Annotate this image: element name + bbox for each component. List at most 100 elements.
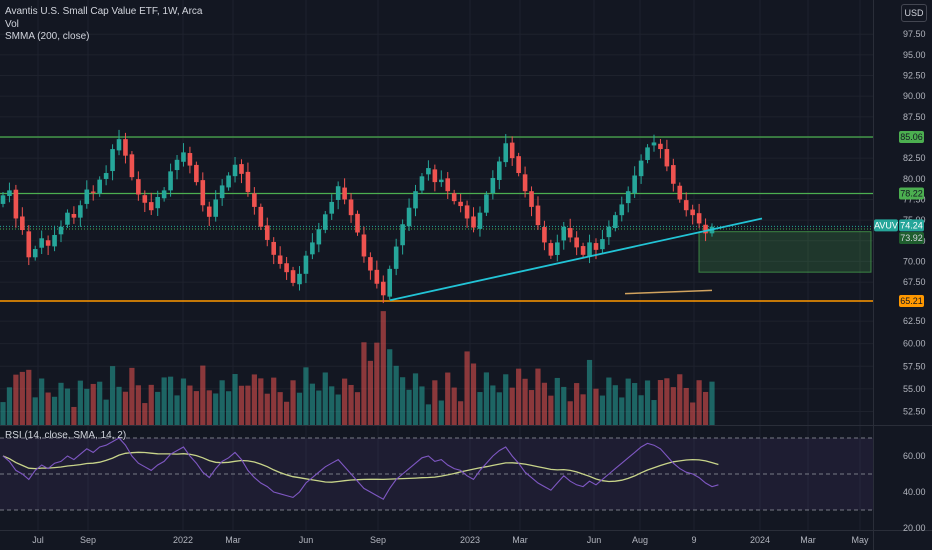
candle-body [90,191,96,193]
time-tick-label: 2023 [460,535,480,545]
candle-body [26,231,32,258]
volume-bar [90,383,96,425]
volume-bar [683,387,689,425]
volume-bar [586,359,593,425]
volume-bar [309,383,315,425]
candle-body [284,263,289,273]
volume-bar [599,395,606,425]
trendline[interactable] [389,217,763,302]
volume-bar [277,392,283,425]
volume-bar [541,382,548,425]
candle-body [316,229,322,245]
candle-body [632,175,637,194]
price-tick-label: 80.00 [903,174,926,184]
candle-body [509,142,515,159]
candle-body [380,281,386,296]
rsi-tick-label: 20.00 [903,523,926,533]
volume-bar [580,394,586,425]
volume-bar [619,397,625,425]
volume-bar [303,367,309,425]
candle-body [445,178,451,192]
volume-bar [458,401,464,425]
smma-line [624,289,713,295]
candle-body [335,186,341,200]
candle-body [619,204,625,216]
volume-bar [284,401,290,425]
time-tick-label: 2024 [750,535,770,545]
volume-bars [0,311,715,425]
volume-bar [477,392,483,425]
candle-body [239,164,244,174]
candle-body [677,185,683,200]
candle-body [651,142,657,146]
candle-body [58,226,64,235]
candle-body [355,213,360,233]
time-tick-label: 2022 [173,535,193,545]
candle-body [168,171,173,191]
price-axis[interactable]: 97.5095.0092.5090.0087.5082.5080.0077.50… [903,29,926,533]
volume-bar [432,380,438,425]
volume-bar [329,386,335,425]
volume-bar [696,380,702,425]
candle-body [464,205,470,219]
volume-bar [509,387,515,425]
volume-bar [264,393,270,425]
volume-bar [335,394,341,425]
tag-support-bottom-bg [899,295,924,307]
volume-bar [496,392,502,425]
target-zone[interactable] [698,231,872,273]
candle-body [451,193,457,202]
horizontal-levels[interactable] [0,136,873,302]
candle-body [426,168,431,175]
volume-bar [606,377,612,425]
volume-bar [26,369,32,425]
time-tick-label: Sep [80,535,96,545]
volume-bar [644,380,651,425]
rsi-legend[interactable]: RSI (14, close, SMA, 14, 2) [5,430,127,441]
time-tick-label: 9 [691,535,696,545]
time-tick-label: Sep [370,535,386,545]
candle-body [39,238,44,248]
candle-body [245,171,251,193]
currency-button[interactable]: USD [901,4,927,22]
tag-symbol-bg [874,219,898,232]
candle-body [490,177,496,194]
candle-body [258,206,264,227]
smma-path [624,289,713,295]
rsi-background [0,437,873,511]
volume-bar [45,392,51,425]
volume-bar [709,381,715,425]
volume-bar [39,378,45,425]
vol-legend[interactable]: Vol [5,19,19,30]
candle-body [226,175,231,188]
volume-bar [290,380,296,425]
candle-body [432,169,438,183]
candle-body [136,179,141,195]
volume-bar [561,386,567,425]
volume-bar [400,377,406,425]
volume-bar [387,349,393,425]
candle-body [703,224,708,234]
candle-body [297,273,302,285]
candle-body [438,179,444,183]
candle-body [387,268,393,297]
volume-tick-label: 57.50 [903,361,926,371]
volume-bar [232,374,238,425]
smma-legend[interactable]: SMMA (200, close) [5,31,90,42]
candle-body [20,216,25,231]
price-tags: 85.06 78.22 AVUV 74.24 73.92 65.21 [874,131,924,307]
tag-support-mid: 73.92 [900,233,923,243]
candle-body [593,243,599,250]
volume-bar [258,378,264,425]
candle-body [200,180,206,206]
volume-bar [200,365,206,425]
time-axis[interactable]: Jul Sep 2022 Mar Jun Sep 2023 Mar Jun Aug 9 2024 Mar… [32,535,869,545]
volume-bar [419,386,425,425]
candle-body [110,149,115,172]
candle-body [664,149,670,167]
volume-bar [13,374,19,425]
tag-last-price-bg [899,219,924,232]
candle-body [567,228,573,238]
symbol-title[interactable]: Avantis U.S. Small Cap Value ETF, 1W, Ar… [5,6,203,17]
